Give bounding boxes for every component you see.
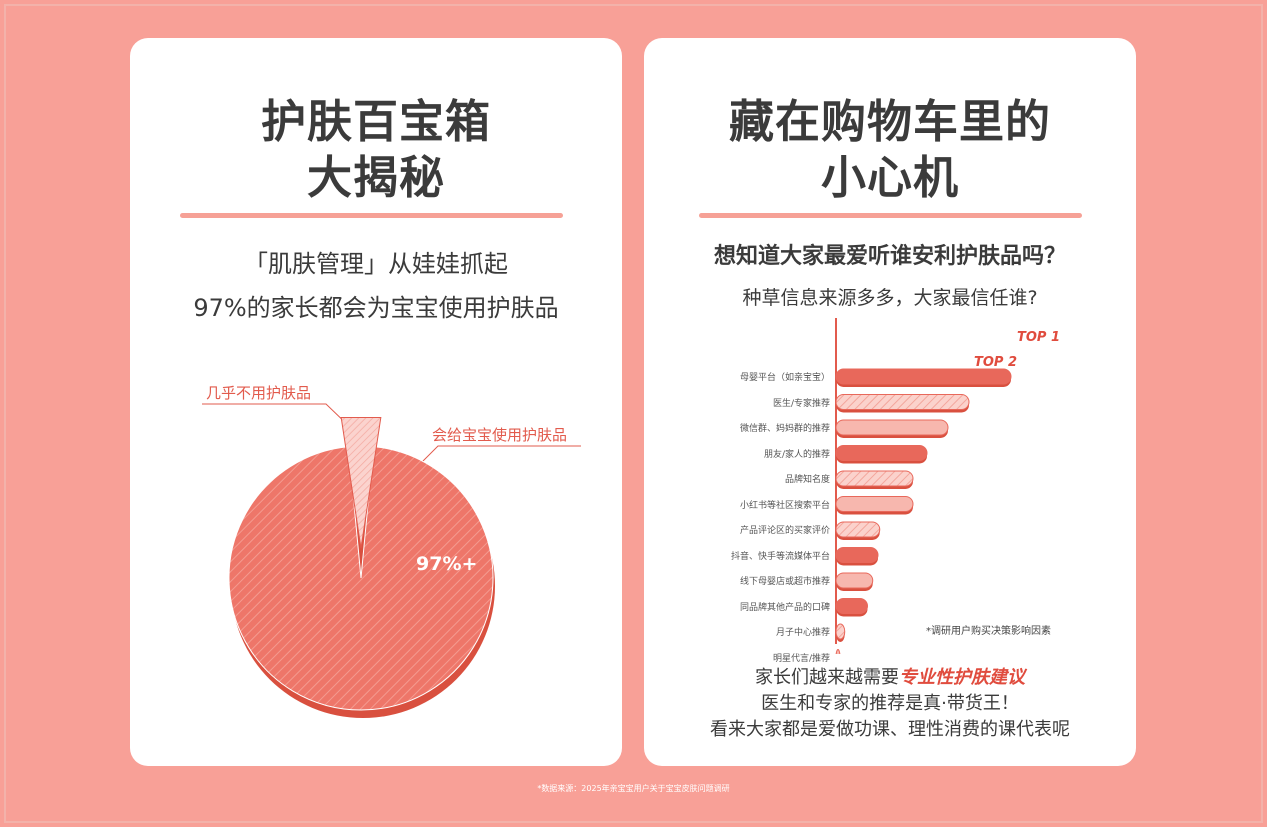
bar-category-label: 抖音、快手等流媒体平台 [730,551,830,562]
right-title-rule [699,213,1082,218]
pie-slice-large [228,446,494,711]
bar-shadow [836,372,1011,387]
bar-0 [835,368,1012,385]
bar-shadow [836,397,969,413]
pie-leader-dot-large [407,471,413,477]
right-sub-question: 种草信息来源多多，大家最信任谁? [742,287,1038,309]
left-title-line1: 护肤百宝箱 [260,95,491,148]
pie-value-label: 97%+ [416,553,477,575]
bar-category-label: 朋友/家人的推荐 [763,449,830,460]
bar-6 [835,521,881,538]
bar-shadow [836,576,873,591]
bar-7 [835,547,879,563]
right-title-line2: 小心机 [820,151,959,204]
bar-shadow [836,474,913,489]
right-question: 想知道大家最爱听谁安利护肤品吗？ [713,244,1066,269]
conclusion-line3: 看来大家都是爱做功课、理性消费的课代表呢 [710,719,1070,740]
left-title-line2: 大揭秘 [306,151,445,204]
bar-shadow [836,652,840,654]
bar-category-label: 月子中心推荐 [775,628,830,638]
bar-category-label: 医生/专家推荐 [772,398,830,409]
bar-shadow [836,448,927,464]
bar-category-label: 品牌知名度 [784,475,830,485]
bar-category-label: 产品评论区的买家评价 [739,526,830,536]
bar-category-label: 线下母婴店或超市推荐 [739,577,830,587]
data-source-note: *数据来源：2025年亲宝宝用户关于宝宝皮肤问题调研 [537,784,730,793]
bar-1 [835,394,970,410]
bar-2 [835,419,949,436]
bar-category-label: 母婴平台（如亲宝宝） [739,373,830,383]
bar-category-label: 同品牌其他产品的口碑 [739,602,830,613]
pie-leader-dot-small [349,426,355,432]
card-skincare-box: 护肤百宝箱 大揭秘 「肌肤管理」从娃娃抓起 97%的家长都会为宝宝使用护肤品 几… [130,38,622,766]
top1-tag: TOP 1 [1017,330,1061,345]
bar-8 [835,572,874,589]
bar-3 [835,445,928,461]
bar-shadow [836,423,948,438]
pie-slice-small [340,416,382,549]
bar-category-label: 小红书等社区搜索平台 [739,500,830,511]
conclusion-line1: 家长们越来越需要专业性护肤建议 [644,664,1136,692]
bar-5 [835,496,914,512]
bar-shadow [836,550,878,566]
pie-label-small: 几乎不用护肤品 [206,384,312,402]
bar-category-label: 明星代言/推荐 [772,653,830,664]
bar-shadow [836,601,868,617]
conclusion-line2: 医生和专家的推荐是真·带货王！ [761,693,1019,714]
conclusion-line1-text: 家长们越来越需要 [755,667,899,688]
bar-9 [835,598,868,614]
right-title-line1: 藏在购物车里的 [728,95,1051,148]
pie-leader-small [202,403,353,430]
pie-depth [231,454,495,718]
pie-label-large: 会给宝宝使用护肤品 [432,426,568,444]
bar-footnote: *调研用户购买决策影响因素 [926,626,1051,637]
bar-shadow [836,525,880,540]
bar-shadow [836,499,913,515]
bar-category-label: 微信群、妈妈群的推荐 [739,424,830,434]
pie-leader-large [409,445,581,475]
bar-4 [835,470,914,487]
conclusion-highlight: 专业性护肤建议 [899,667,1025,688]
bar-10 [835,623,846,640]
bar-shadow [836,627,845,642]
bar-11 [835,649,841,654]
left-title-rule [180,213,563,218]
top2-tag: TOP 2 [974,355,1018,370]
left-subtitle-1: 「肌肤管理」从娃娃抓起 [244,250,508,278]
left-subtitle-2: 97%的家长都会为宝宝使用护肤品 [193,294,559,322]
card-shopping-cart: 藏在购物车里的 小心机 想知道大家最爱听谁安利护肤品吗？ 种草信息来源多多，大家… [644,38,1136,766]
bar-chart [835,318,1012,654]
